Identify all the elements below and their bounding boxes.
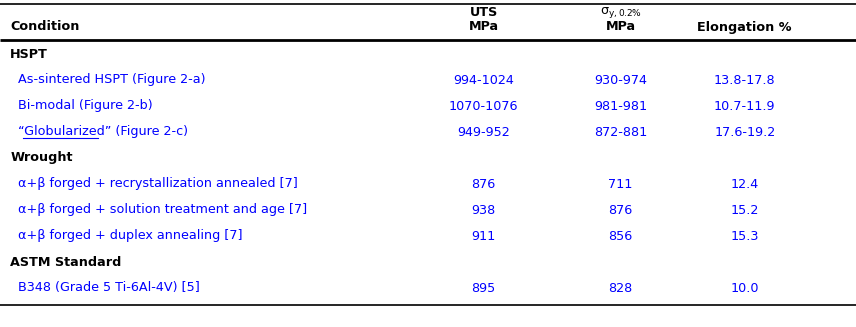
Text: 10.0: 10.0 [730, 282, 759, 295]
Text: UTS: UTS [469, 7, 498, 20]
Text: 895: 895 [472, 282, 496, 295]
Text: 981-981: 981-981 [594, 99, 647, 112]
Text: “Globularized” (Figure 2-c): “Globularized” (Figure 2-c) [10, 126, 188, 139]
Text: ASTM Standard: ASTM Standard [10, 255, 122, 268]
Text: α+β forged + duplex annealing [7]: α+β forged + duplex annealing [7] [10, 230, 243, 243]
Text: 13.8-17.8: 13.8-17.8 [714, 74, 776, 87]
Text: 828: 828 [609, 282, 633, 295]
Text: α+β forged + solution treatment and age [7]: α+β forged + solution treatment and age … [10, 203, 307, 216]
Text: 711: 711 [609, 178, 633, 191]
Text: α+β forged + recrystallization annealed [7]: α+β forged + recrystallization annealed … [10, 178, 298, 191]
Text: 949-952: 949-952 [457, 126, 510, 139]
Text: 1070-1076: 1070-1076 [449, 99, 519, 112]
Text: 994-1024: 994-1024 [453, 74, 514, 87]
Text: 10.7-11.9: 10.7-11.9 [714, 99, 776, 112]
Text: 911: 911 [472, 230, 496, 243]
Text: B348 (Grade 5 Ti-6Al-4V) [5]: B348 (Grade 5 Ti-6Al-4V) [5] [10, 282, 200, 295]
Text: Wrought: Wrought [10, 151, 73, 164]
Text: $\mathregular{\sigma_{y,0.2\%}}$: $\mathregular{\sigma_{y,0.2\%}}$ [600, 6, 641, 21]
Text: MPa: MPa [605, 21, 636, 33]
Text: As-sintered HSPT (Figure 2-a): As-sintered HSPT (Figure 2-a) [10, 74, 205, 87]
Text: 12.4: 12.4 [730, 178, 759, 191]
Text: 876: 876 [472, 178, 496, 191]
Text: 938: 938 [472, 203, 496, 216]
Text: MPa: MPa [468, 21, 499, 33]
Text: 856: 856 [609, 230, 633, 243]
Text: 15.2: 15.2 [730, 203, 759, 216]
Text: 872-881: 872-881 [594, 126, 647, 139]
Text: Elongation %: Elongation % [698, 21, 792, 33]
Text: 15.3: 15.3 [730, 230, 759, 243]
Text: 876: 876 [609, 203, 633, 216]
Text: Condition: Condition [10, 21, 80, 33]
Text: 17.6-19.2: 17.6-19.2 [714, 126, 776, 139]
Text: 930-974: 930-974 [594, 74, 647, 87]
Text: Bi-modal (Figure 2-b): Bi-modal (Figure 2-b) [10, 99, 153, 112]
Text: HSPT: HSPT [10, 47, 48, 60]
